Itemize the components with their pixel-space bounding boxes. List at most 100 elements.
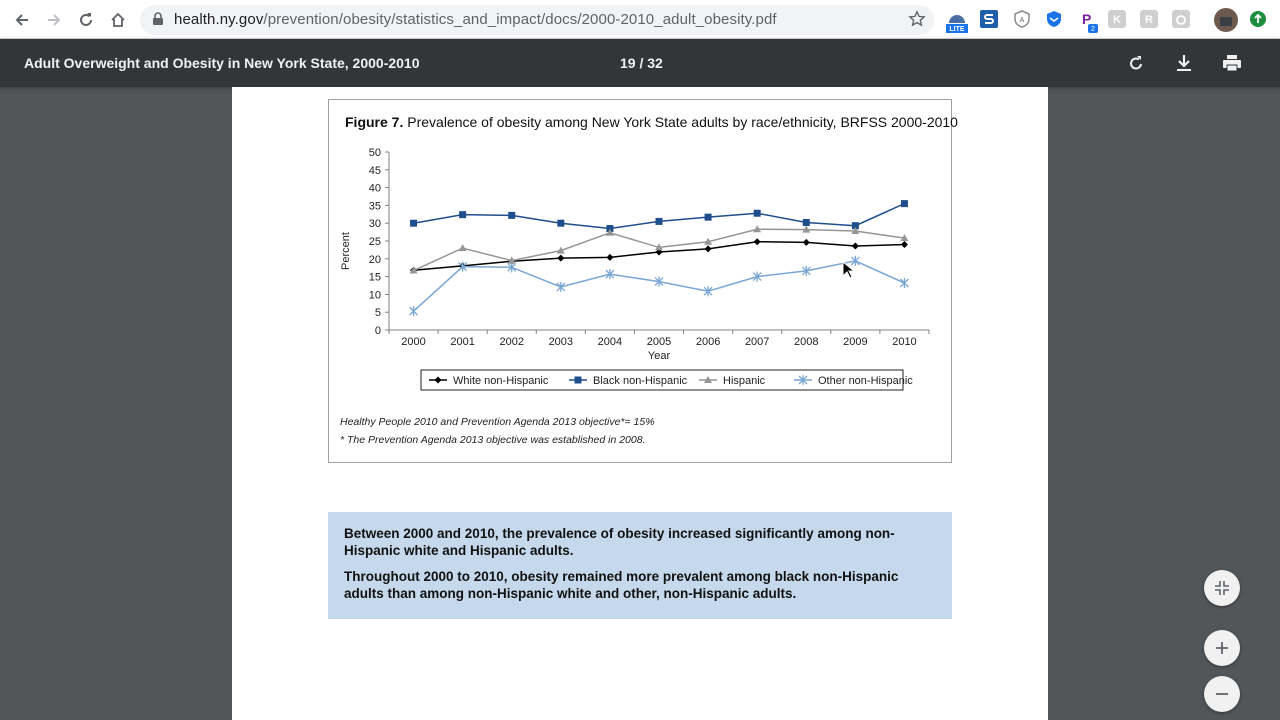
figure-box: Figure 7. Prevalence of obesity among Ne… [328, 99, 958, 463]
y-tick-label: 45 [369, 165, 381, 177]
data-point-3 [605, 269, 615, 280]
back-button[interactable] [10, 8, 34, 32]
svg-text:A: A [1020, 17, 1025, 24]
y-tick-label: 50 [369, 147, 381, 159]
y-tick-label: 35 [369, 200, 381, 212]
legend-marker-0 [434, 376, 442, 384]
data-point-3 [409, 306, 419, 317]
data-point-1 [655, 217, 663, 225]
s-extension-icon[interactable] [980, 10, 998, 28]
url-path: /prevention/obesity/statistics_and_impac… [263, 11, 777, 28]
profile-avatar[interactable] [1214, 8, 1238, 32]
data-point-2 [409, 266, 418, 274]
shield-extension-icon[interactable]: A [1013, 10, 1031, 28]
summary-paragraph-2: Throughout 2000 to 2010, obesity remaine… [344, 569, 899, 601]
summary-box: Between 2000 and 2010, the prevalence of… [328, 512, 952, 619]
print-icon[interactable] [1221, 52, 1243, 74]
r-extension-icon[interactable]: R [1140, 10, 1158, 28]
x-tick-label: 2010 [892, 336, 916, 348]
data-point-0 [606, 253, 614, 261]
update-icon[interactable] [1250, 11, 1266, 27]
address-bar[interactable]: health.ny.gov/prevention/obesity/statist… [140, 5, 934, 35]
lock-icon [153, 12, 163, 25]
data-point-1 [508, 211, 516, 219]
y-tick-label: 30 [369, 218, 381, 230]
reload-icon [80, 13, 92, 26]
download-icon[interactable] [1173, 52, 1195, 74]
y-tick-label: 40 [369, 183, 381, 195]
home-icon [111, 12, 125, 27]
lite-extension-icon[interactable]: LITE [946, 9, 968, 33]
legend-marker-2 [704, 376, 712, 383]
data-point-3 [458, 261, 468, 272]
k-extension-icon[interactable]: K [1108, 10, 1126, 28]
legend-label-2: Hispanic [723, 375, 766, 387]
g-extension-icon[interactable] [1172, 10, 1190, 28]
mouse-cursor [842, 261, 854, 279]
x-tick-label: 2005 [647, 336, 671, 348]
data-point-3 [556, 281, 566, 292]
p-badge: 2 [1091, 26, 1095, 33]
legend-box [420, 369, 904, 391]
y-tick-label: 15 [369, 272, 381, 284]
data-point-2 [556, 246, 565, 254]
figure-caption: Prevalence of obesity among New York Sta… [407, 114, 958, 130]
reload-button[interactable] [74, 8, 98, 32]
data-point-1 [753, 209, 761, 217]
home-button[interactable] [106, 8, 130, 32]
data-point-2 [900, 234, 909, 242]
data-point-3 [801, 265, 811, 276]
x-axis-title: Year [648, 350, 671, 362]
legend-label-3: Other non-Hispanic [818, 375, 913, 387]
x-tick-label: 2001 [450, 336, 474, 348]
data-point-0 [557, 254, 565, 262]
data-point-1 [802, 218, 810, 226]
figure-label: Figure 7. [345, 114, 404, 130]
data-point-2 [655, 243, 663, 251]
page-indicator[interactable]: 19 / 32 [620, 55, 663, 71]
data-point-1 [410, 219, 418, 227]
x-tick-label: 2002 [499, 336, 523, 348]
pdf-toolbar: Adult Overweight and Obesity in New York… [0, 39, 1280, 87]
footnote-established: * The Prevention Agenda 2013 objective w… [340, 434, 646, 446]
y-tick-label: 5 [375, 307, 381, 319]
data-point-1 [606, 225, 614, 233]
data-point-2 [507, 256, 516, 264]
zoom-out-button[interactable] [1204, 676, 1240, 712]
data-point-2 [851, 227, 860, 235]
data-point-0 [851, 242, 859, 250]
svg-text:R: R [1145, 14, 1153, 26]
data-point-1 [459, 211, 467, 219]
url-text: health.ny.gov/prevention/obesity/statist… [174, 11, 777, 28]
x-tick-label: 2006 [696, 336, 720, 348]
forward-button[interactable] [42, 8, 66, 32]
data-point-2 [704, 237, 713, 245]
data-point-3 [899, 278, 909, 289]
y-tick-label: 25 [369, 236, 381, 248]
y-axis-title: Percent [340, 232, 352, 270]
url-host: health.ny.gov [174, 11, 264, 28]
svg-text:K: K [1113, 14, 1121, 26]
data-point-1 [704, 213, 712, 221]
rotate-icon[interactable] [1125, 52, 1147, 74]
obesity-line-chart: 0 5 10 15 20 25 30 35 40 45 50 2000 2001 2002 2003 2004… [340, 147, 930, 391]
x-tick-label: 2003 [549, 336, 573, 348]
arrow-left-icon [15, 14, 28, 26]
x-tick-label: 2004 [598, 336, 622, 348]
data-point-0 [802, 238, 810, 246]
pdf-title: Adult Overweight and Obesity in New York… [24, 55, 420, 71]
data-point-0 [900, 241, 908, 249]
zoom-in-button[interactable] [1204, 630, 1240, 666]
data-point-3 [752, 271, 762, 282]
data-point-3 [850, 255, 860, 266]
data-point-0 [753, 238, 761, 246]
summary-paragraph-1: Between 2000 and 2010, the prevalence of… [344, 526, 895, 558]
legend-marker-1 [574, 376, 582, 384]
data-point-1 [900, 200, 908, 208]
privacy-badger-icon[interactable] [1045, 10, 1063, 28]
fit-to-page-button[interactable] [1204, 570, 1240, 606]
arrow-right-icon [48, 14, 61, 26]
bookmark-star-icon[interactable] [908, 10, 926, 28]
y-tick-label: 0 [375, 325, 381, 337]
